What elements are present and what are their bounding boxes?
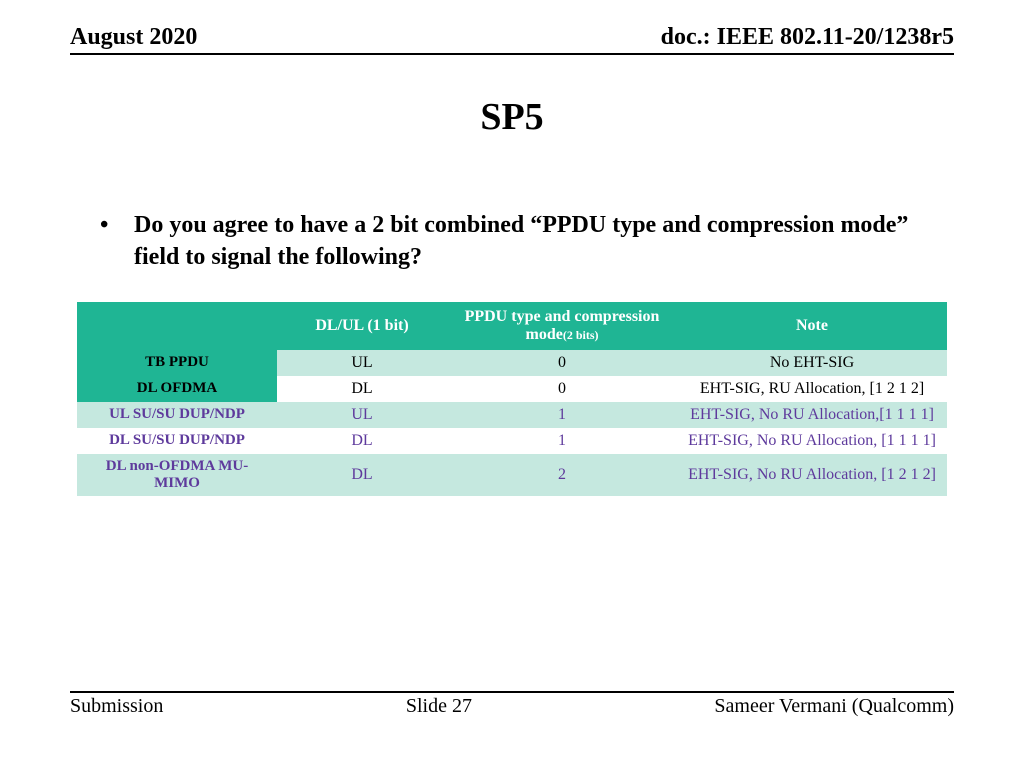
ppdu-table-wrap: DL/UL (1 bit) PPDU type and compression … bbox=[70, 302, 954, 496]
bullet-marker: • bbox=[100, 209, 134, 241]
footer-left: Submission bbox=[70, 695, 163, 718]
footer-right: Sameer Vermani (Qualcomm) bbox=[714, 695, 954, 718]
cell-mode: 0 bbox=[447, 350, 677, 376]
table-header-row: DL/UL (1 bit) PPDU type and compression … bbox=[77, 302, 947, 350]
cell-mode: 0 bbox=[447, 376, 677, 402]
cell-mode: 1 bbox=[447, 402, 677, 428]
cell-dlul: DL bbox=[277, 428, 447, 454]
cell-note: EHT-SIG, RU Allocation, [1 2 1 2] bbox=[677, 376, 947, 402]
col-header-dlul: DL/UL (1 bit) bbox=[277, 302, 447, 350]
row-label: UL SU/SU DUP/NDP bbox=[77, 402, 277, 428]
cell-dlul: UL bbox=[277, 402, 447, 428]
col-header-mode: PPDU type and compression mode(2 bits) bbox=[447, 302, 677, 350]
cell-note: EHT-SIG, No RU Allocation,[1 1 1 1] bbox=[677, 402, 947, 428]
doc-header: August 2020 doc.: IEEE 802.11-20/1238r5 bbox=[70, 24, 954, 55]
table-row: DL non-OFDMA MU-MIMO DL 2 EHT-SIG, No RU… bbox=[77, 454, 947, 496]
header-docnum: doc.: IEEE 802.11-20/1238r5 bbox=[661, 24, 954, 51]
doc-footer: Submission Slide 27 Sameer Vermani (Qual… bbox=[70, 691, 954, 718]
cell-dlul: DL bbox=[277, 454, 447, 496]
row-label: DL SU/SU DUP/NDP bbox=[77, 428, 277, 454]
cell-dlul: DL bbox=[277, 376, 447, 402]
ppdu-table: DL/UL (1 bit) PPDU type and compression … bbox=[77, 302, 947, 496]
table-row: DL SU/SU DUP/NDP DL 1 EHT-SIG, No RU All… bbox=[77, 428, 947, 454]
cell-mode: 2 bbox=[447, 454, 677, 496]
table-row: UL SU/SU DUP/NDP UL 1 EHT-SIG, No RU All… bbox=[77, 402, 947, 428]
footer-center: Slide 27 bbox=[406, 695, 472, 718]
slide-title: SP5 bbox=[70, 95, 954, 139]
cell-dlul: UL bbox=[277, 350, 447, 376]
bullet-item: • Do you agree to have a 2 bit combined … bbox=[100, 209, 924, 274]
header-date: August 2020 bbox=[70, 24, 197, 51]
row-label: DL OFDMA bbox=[77, 376, 277, 402]
cell-note: No EHT-SIG bbox=[677, 350, 947, 376]
cell-note: EHT-SIG, No RU Allocation, [1 1 1 1] bbox=[677, 428, 947, 454]
cell-note: EHT-SIG, No RU Allocation, [1 2 1 2] bbox=[677, 454, 947, 496]
col-header-note: Note bbox=[677, 302, 947, 350]
row-label: DL non-OFDMA MU-MIMO bbox=[77, 454, 277, 496]
table-row: TB PPDU UL 0 No EHT-SIG bbox=[77, 350, 947, 376]
table-row: DL OFDMA DL 0 EHT-SIG, RU Allocation, [1… bbox=[77, 376, 947, 402]
row-label: TB PPDU bbox=[77, 350, 277, 376]
cell-mode: 1 bbox=[447, 428, 677, 454]
bullet-text: Do you agree to have a 2 bit combined “P… bbox=[134, 209, 924, 274]
col-header-blank bbox=[77, 302, 277, 350]
col-header-mode-sub: (2 bits) bbox=[563, 328, 599, 342]
